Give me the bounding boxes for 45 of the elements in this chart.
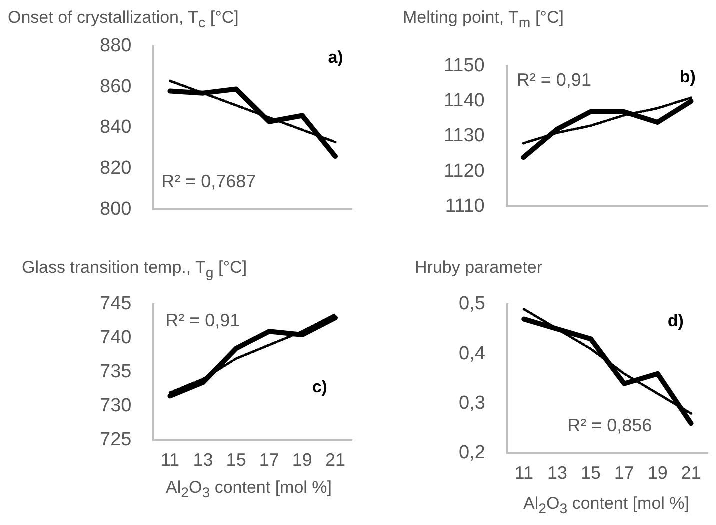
y-tick-label: 820 bbox=[100, 158, 132, 180]
y-tick-label: 1130 bbox=[444, 126, 485, 147]
y-tick-label: 0,4 bbox=[458, 343, 486, 364]
chart-title: Glass transition temp., T$_{g}$ [°C] bbox=[22, 258, 248, 282]
x-tick-label: 11 bbox=[160, 450, 180, 470]
x-tick-label: 19 bbox=[648, 463, 668, 484]
x-tick-label: 17 bbox=[614, 463, 634, 484]
annotation: b) bbox=[680, 67, 696, 86]
y-tick-label: 800 bbox=[100, 198, 132, 220]
x-tick-label: 21 bbox=[681, 463, 702, 484]
annotation: R² = 0,856 bbox=[568, 416, 652, 436]
x-tick-label: 21 bbox=[325, 450, 346, 470]
y-tick-label: 880 bbox=[100, 36, 132, 57]
chart-title: Hruby parameter bbox=[415, 258, 543, 278]
x-tick-label: 15 bbox=[226, 450, 246, 470]
x-axis-title: Al$_{2}$O$_{3}$ content [mol %] bbox=[522, 494, 690, 518]
y-tick-label: 740 bbox=[100, 328, 132, 349]
y-tick-label: 0,2 bbox=[458, 442, 486, 464]
x-tick-label: 15 bbox=[580, 463, 602, 484]
x-tick-label: 13 bbox=[193, 450, 214, 470]
y-tick-label: 0,5 bbox=[458, 294, 486, 315]
y-tick-label: 840 bbox=[100, 117, 132, 138]
y-tick-label: 860 bbox=[100, 76, 132, 98]
y-tick-label: 735 bbox=[100, 362, 132, 383]
x-axis-title: Al$_{2}$O$_{3}$ content [mol %] bbox=[165, 478, 333, 502]
x-tick-label: 17 bbox=[259, 450, 280, 470]
annotation: c) bbox=[312, 377, 328, 396]
y-tick-label: 745 bbox=[100, 294, 132, 315]
y-tick-label: 730 bbox=[100, 396, 132, 417]
x-tick-label: 13 bbox=[548, 463, 568, 484]
y-tick-label: 0,3 bbox=[458, 392, 486, 414]
annotation: R² = 0,91 bbox=[166, 310, 240, 331]
annotation: R² = 0,7687 bbox=[162, 172, 256, 192]
y-tick-label: 1140 bbox=[444, 90, 485, 112]
chart-title: Onset of crystallization, T$_{c}$ [°C] bbox=[8, 8, 239, 32]
y-tick-label: 1150 bbox=[444, 56, 485, 77]
annotation: d) bbox=[668, 312, 684, 331]
annotation: a) bbox=[328, 48, 344, 67]
x-tick-label: 19 bbox=[292, 450, 312, 470]
x-tick-label: 11 bbox=[514, 463, 534, 484]
chart-title: Melting point, T$_{m}$ [°C] bbox=[403, 8, 564, 32]
y-tick-label: 725 bbox=[100, 430, 132, 451]
y-tick-label: 1110 bbox=[445, 196, 485, 217]
annotation: R² = 0,91 bbox=[516, 70, 592, 90]
y-tick-label: 1120 bbox=[444, 160, 485, 182]
